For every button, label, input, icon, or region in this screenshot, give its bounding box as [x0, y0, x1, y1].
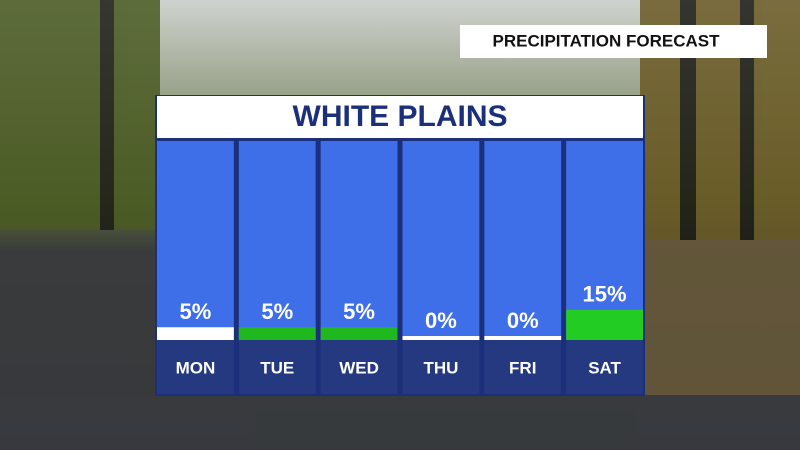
bar — [157, 327, 234, 340]
category-band — [484, 340, 562, 394]
chart-title: WHITE PLAINS — [293, 100, 508, 133]
panel — [155, 95, 645, 396]
data-label: 0% — [425, 308, 457, 333]
bar — [238, 327, 316, 340]
data-label: 0% — [507, 308, 539, 333]
category-band — [402, 340, 480, 394]
column — [566, 141, 643, 340]
bar — [402, 336, 480, 340]
column — [157, 141, 234, 340]
header-box — [460, 25, 767, 58]
category-band — [566, 340, 643, 394]
x-tick-label: WED — [339, 358, 379, 377]
category-band — [238, 340, 316, 394]
x-tick-label: TUE — [260, 358, 294, 377]
category-band — [157, 340, 234, 394]
bar — [320, 327, 398, 340]
bar — [566, 309, 643, 340]
x-tick-label: THU — [423, 358, 458, 377]
x-tick-label: SAT — [588, 358, 621, 377]
column — [484, 141, 562, 340]
data-label: 5% — [343, 299, 375, 324]
column — [238, 141, 316, 340]
bar — [484, 336, 562, 340]
column — [402, 141, 480, 340]
column — [320, 141, 398, 340]
data-label: 5% — [180, 299, 212, 324]
x-tick-label: MON — [176, 358, 216, 377]
data-label: 5% — [261, 299, 293, 324]
title-box — [157, 96, 643, 138]
header: PRECIPITATION FORECAST — [493, 31, 721, 50]
x-tick-label: FRI — [509, 358, 536, 377]
category-band — [320, 340, 398, 394]
data-label: 15% — [583, 282, 627, 307]
